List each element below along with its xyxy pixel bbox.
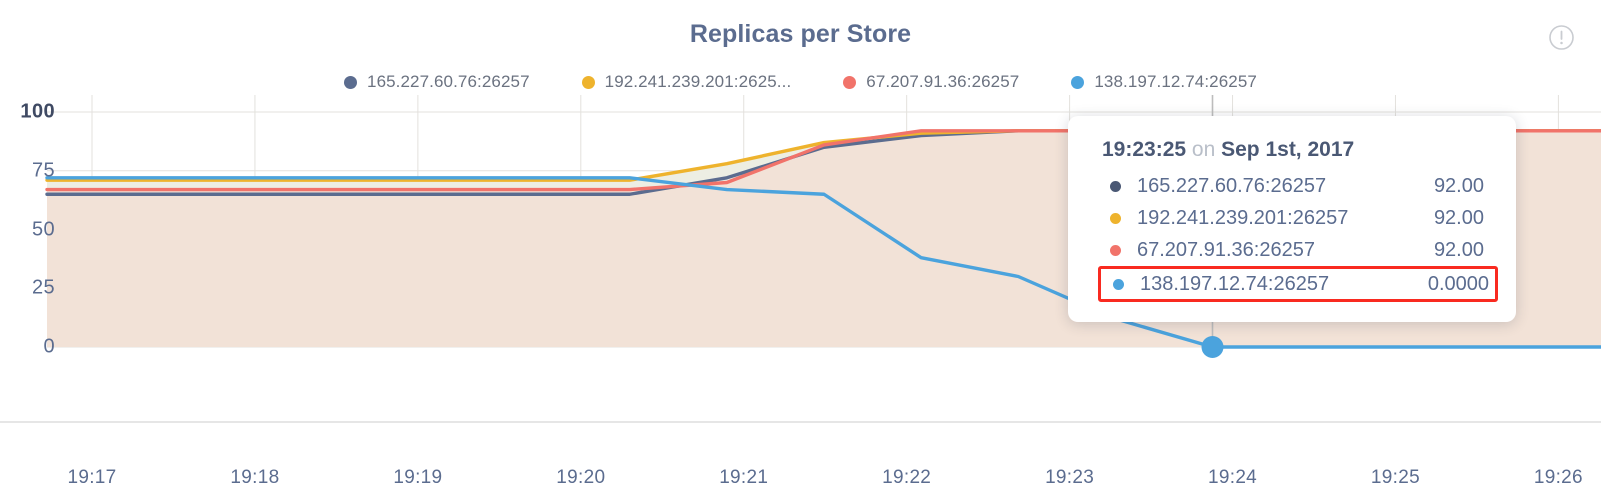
tooltip-series-label: 192.241.239.201:26257	[1137, 206, 1349, 229]
x-axis-tick-label: 19:26	[1533, 467, 1583, 488]
y-axis-tick-label: 25	[31, 276, 55, 299]
legend-item-label: 165.227.60.76:26257	[367, 72, 530, 91]
page-title: Replicas per Store	[689, 20, 912, 48]
tooltip-row: 192.241.239.201:26257 92.00	[1102, 202, 1490, 234]
tooltip-color-dot	[1110, 212, 1121, 224]
tooltip-row-highlighted: 138.197.12.74:26257 0.0000	[1098, 266, 1498, 302]
legend-item-label: 192.241.239.201:2625...	[604, 72, 792, 91]
legend-item[interactable]: 165.227.60.76:26257	[344, 72, 530, 92]
tooltip-color-dot	[1110, 180, 1121, 192]
tooltip-color-dot	[1113, 278, 1124, 290]
chart-tooltip: 19:23:25 on Sep 1st, 2017 165.227.60.76:…	[1068, 116, 1516, 322]
tooltip-date-value: Sep 1st, 2017	[1221, 138, 1355, 161]
tooltip-color-dot	[1110, 244, 1121, 256]
x-axis-tick-label: 19:20	[556, 467, 606, 488]
tooltip-series-value: 0.0000	[1427, 272, 1489, 295]
chart-panel: Replicas per Store 165.227.60.76:26257 19…	[0, 20, 1601, 488]
y-axis-tick-label: 75	[31, 159, 55, 182]
chart-legend: 165.227.60.76:26257 192.241.239.201:2625.…	[0, 72, 1601, 92]
tooltip-on-word: on	[1191, 138, 1216, 161]
x-axis-tick-label: 19:19	[393, 467, 443, 488]
legend-item-label: 138.197.12.74:26257	[1094, 72, 1257, 91]
hover-marker[interactable]	[1201, 336, 1224, 358]
x-axis-tick-label: 19:24	[1208, 467, 1258, 488]
y-axis-tick-label: 0	[43, 335, 55, 358]
legend-item-label: 67.207.91.36:26257	[866, 72, 1020, 91]
tooltip-row: 165.227.60.76:26257 92.00	[1102, 170, 1490, 202]
exclamation-circle-icon[interactable]	[1548, 24, 1575, 51]
tooltip-series-label: 165.227.60.76:26257	[1137, 174, 1327, 197]
tooltip-time-value: 19:23:25	[1102, 138, 1187, 161]
legend-color-dot	[344, 75, 358, 89]
x-axis-tick-label: 19:25	[1370, 467, 1420, 488]
x-axis-tick-label: 19:21	[719, 467, 769, 488]
tooltip-series-value: 92.00	[1433, 238, 1484, 261]
tooltip-series-label: 67.207.91.36:26257	[1137, 238, 1315, 261]
tooltip-series-value: 92.00	[1433, 206, 1484, 229]
x-axis-tick-label: 19:22	[882, 467, 932, 488]
legend-item[interactable]: 192.241.239.201:2625...	[581, 72, 792, 92]
legend-color-dot	[581, 75, 595, 89]
legend-color-dot	[843, 75, 857, 89]
x-axis-tick-label: 19:23	[1045, 467, 1095, 488]
legend-item[interactable]: 67.207.91.36:26257	[843, 72, 1019, 92]
legend-item[interactable]: 138.197.12.74:26257	[1071, 72, 1257, 92]
y-axis-tick-label: 50	[31, 218, 55, 240]
series-line[interactable]	[45, 176, 1601, 349]
tooltip-rows: 165.227.60.76:26257 92.00 192.241.239.201:…	[1098, 170, 1498, 302]
legend-color-dot	[1071, 75, 1085, 89]
x-axis-tick-label: 19:17	[67, 467, 117, 488]
tooltip-series-value: 92.00	[1433, 174, 1484, 197]
tooltip-timestamp: 19:23:25 on Sep 1st, 2017	[1102, 138, 1490, 162]
tooltip-row: 67.207.91.36:26257 92.00	[1102, 234, 1490, 266]
tooltip-series-label: 138.197.12.74:26257	[1140, 272, 1330, 295]
y-axis-tick-label: 100	[20, 100, 55, 123]
x-axis-tick-label: 19:18	[230, 467, 280, 488]
